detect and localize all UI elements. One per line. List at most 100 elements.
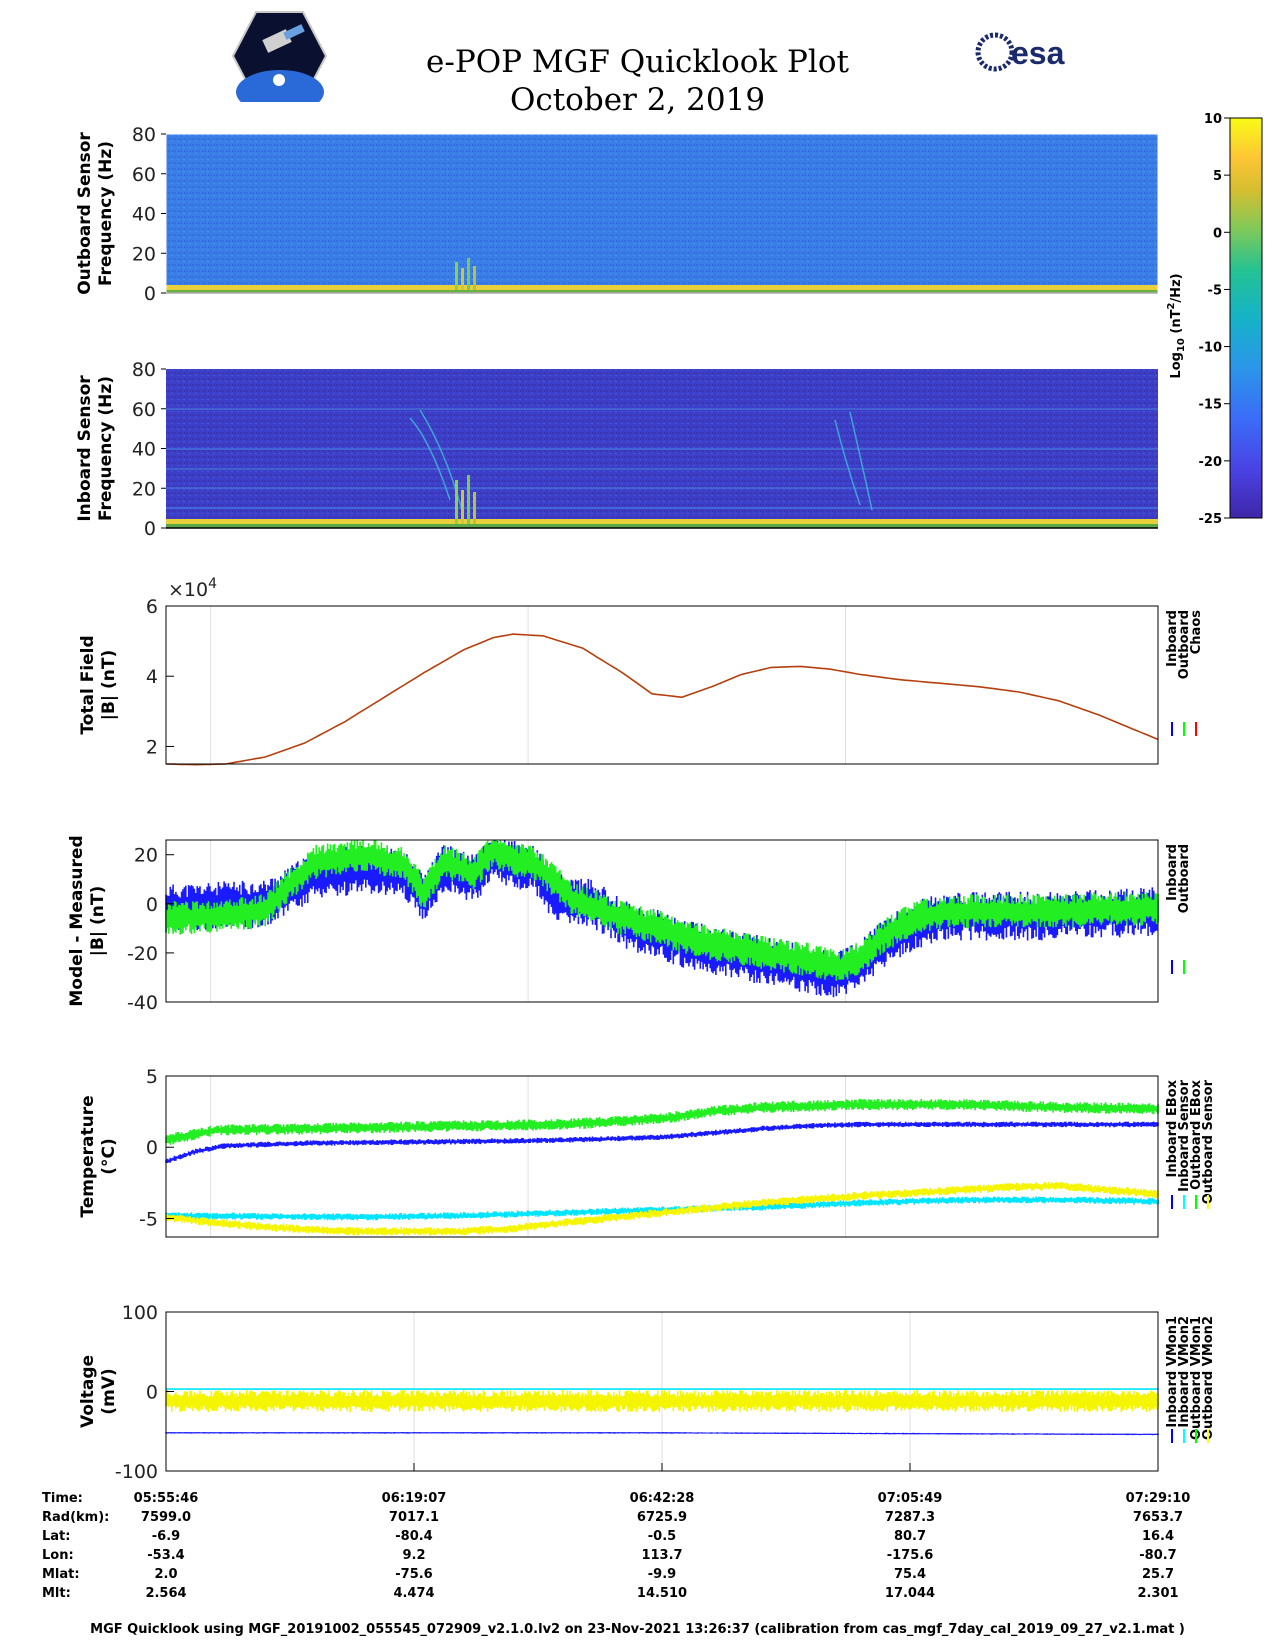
y-axis-label-line: |B| (nT) [99, 650, 119, 721]
table-cell: -9.9 [648, 1567, 676, 1582]
voltage-panel: 100 0 -100 Voltage(mV) Inboard VMon1Inboard … [78, 1302, 1216, 1483]
y-axis-label: Inboard SensorFrequency (Hz) [75, 375, 116, 522]
colorbar-tick-label: 10 [1204, 112, 1222, 127]
y-axis-label-line: |B| (nT) [88, 886, 108, 957]
table-cell: 2.564 [145, 1586, 186, 1601]
y-axis-label: Total Field|B| (nT) [78, 635, 119, 734]
legend-label: Outboard [1177, 844, 1192, 913]
table-cell: 2.0 [154, 1567, 177, 1582]
series-line [165, 1104, 1159, 1141]
table-cell: -175.6 [887, 1548, 934, 1563]
y-tick-label: 20 [132, 478, 156, 500]
y-tick-label: 0 [144, 283, 156, 305]
table-cell: 16.4 [1142, 1529, 1174, 1544]
table-cell: 7017.1 [389, 1510, 439, 1525]
y-tick-label: 40 [132, 439, 156, 461]
legend-label: Chaos [1189, 610, 1204, 654]
table-cell: -0.5 [648, 1529, 676, 1544]
legend-label: Inboard VMon1 [1165, 1316, 1180, 1428]
y-tick-label: 100 [122, 1302, 158, 1324]
table-cell: 80.7 [894, 1529, 926, 1544]
outboard-spectrogram-image [166, 134, 1158, 293]
series-series [165, 633, 1159, 766]
y-tick-label: -40 [127, 992, 158, 1014]
table-cell: 7599.0 [141, 1510, 191, 1525]
table-cell: 113.7 [641, 1548, 682, 1563]
table-row-label: Mlat: [42, 1567, 80, 1582]
table-cell: -80.7 [1139, 1548, 1176, 1563]
y-tick-label: 5 [146, 1066, 158, 1088]
y-tick-label: 0 [146, 1137, 158, 1159]
y-axis-label-line: Frequency (Hz) [96, 141, 116, 286]
plot-area [166, 606, 1158, 764]
table-cell: 2.301 [1137, 1586, 1178, 1601]
inboard-burst [455, 475, 476, 524]
y-axis-label-line: Temperature [78, 1095, 98, 1217]
table-cell: 06:19:07 [382, 1491, 447, 1506]
svg-text:esa: esa [1011, 35, 1065, 71]
outboard_spectrogram-axes: 80 60 40 20 0 Outboard SensorFrequency (Hz) [75, 124, 166, 305]
y-axis-label-line: (mV) [99, 1368, 119, 1414]
y-axis-label-line: Total Field [78, 635, 98, 734]
y-exponent-label: ×104 [168, 576, 217, 601]
legend-label: Outboard EBox [1189, 1079, 1204, 1189]
y-tick-label: 80 [132, 124, 156, 146]
colorbar-tick-label: -15 [1199, 398, 1223, 413]
y-axis-label: Voltage(mV) [78, 1355, 119, 1428]
table-cell: 9.2 [402, 1548, 425, 1563]
legend-label: Outboard VMon2 [1201, 1316, 1216, 1440]
legend-label: Inboard [1165, 610, 1180, 667]
legend-label: Outboard Sensor [1201, 1079, 1216, 1204]
table-row-label: Lon: [42, 1548, 74, 1563]
outboard-spectrogram [165, 133, 1159, 294]
table-cell: 14.510 [637, 1586, 687, 1601]
table-cell: 07:29:10 [1126, 1491, 1191, 1506]
mission-logo [232, 11, 327, 102]
inboard-low-band [166, 519, 1158, 524]
y-tick-label: 20 [134, 845, 158, 867]
y-axis-label: Model - Measured|B| (nT) [67, 835, 108, 1006]
y-tick-label: 0 [144, 518, 156, 540]
legend-label: Inboard Sensor [1177, 1079, 1192, 1191]
series-line [165, 633, 1159, 766]
colorbar-tick-label: -5 [1208, 283, 1222, 298]
plot-frame [165, 839, 1159, 1003]
outboard-burst [455, 258, 476, 290]
y-exponent-base: ×10 [168, 579, 208, 601]
colorbar-tick-label: 5 [1213, 169, 1222, 184]
y-tick-label: -100 [115, 1461, 158, 1483]
series-line [165, 1199, 1159, 1218]
footer-caption: MGF Quicklook using MGF_20191002_055545_… [90, 1622, 1185, 1637]
table-cell: 7653.7 [1133, 1510, 1183, 1525]
table-row-label: Rad(km): [42, 1510, 109, 1525]
outboard-series [165, 840, 1159, 981]
plot-title: e-POP MGF Quicklook Plot [426, 44, 849, 80]
y-tick-label: 0 [146, 1382, 158, 1404]
table-row-label: Time: [42, 1491, 83, 1506]
esa-logo: esa [975, 32, 1065, 72]
plot-date: October 2, 2019 [509, 82, 766, 118]
y-tick-label: 0 [146, 894, 158, 916]
series-line [165, 849, 1158, 969]
colorbar-tick-label: -10 [1199, 341, 1223, 356]
legend-label: Outboard [1177, 610, 1192, 679]
series-line [165, 1123, 1158, 1162]
y-tick-label: 40 [132, 204, 156, 226]
table-row-label: Lat: [42, 1529, 70, 1544]
y-axis-label-line: Model - Measured [67, 835, 87, 1006]
colorbar-tick-label: -25 [1199, 512, 1223, 527]
colorbar: 10 5 0 -5 -10 -15 -20 -25 Log10 (nT2/Hz) [1166, 112, 1263, 527]
table-cell: -75.6 [395, 1567, 432, 1582]
y-axis-label-line: Outboard Sensor [75, 132, 95, 295]
colorbar-gradient [1229, 117, 1263, 519]
y-axis-label-line: Frequency (Hz) [96, 376, 116, 521]
series-line [165, 1185, 1159, 1232]
plot-frame [165, 1075, 1159, 1238]
table-cell: 17.044 [885, 1586, 935, 1601]
legend-label: Outboard VMon1 [1189, 1316, 1204, 1440]
y-tick-label: -5 [139, 1208, 158, 1230]
